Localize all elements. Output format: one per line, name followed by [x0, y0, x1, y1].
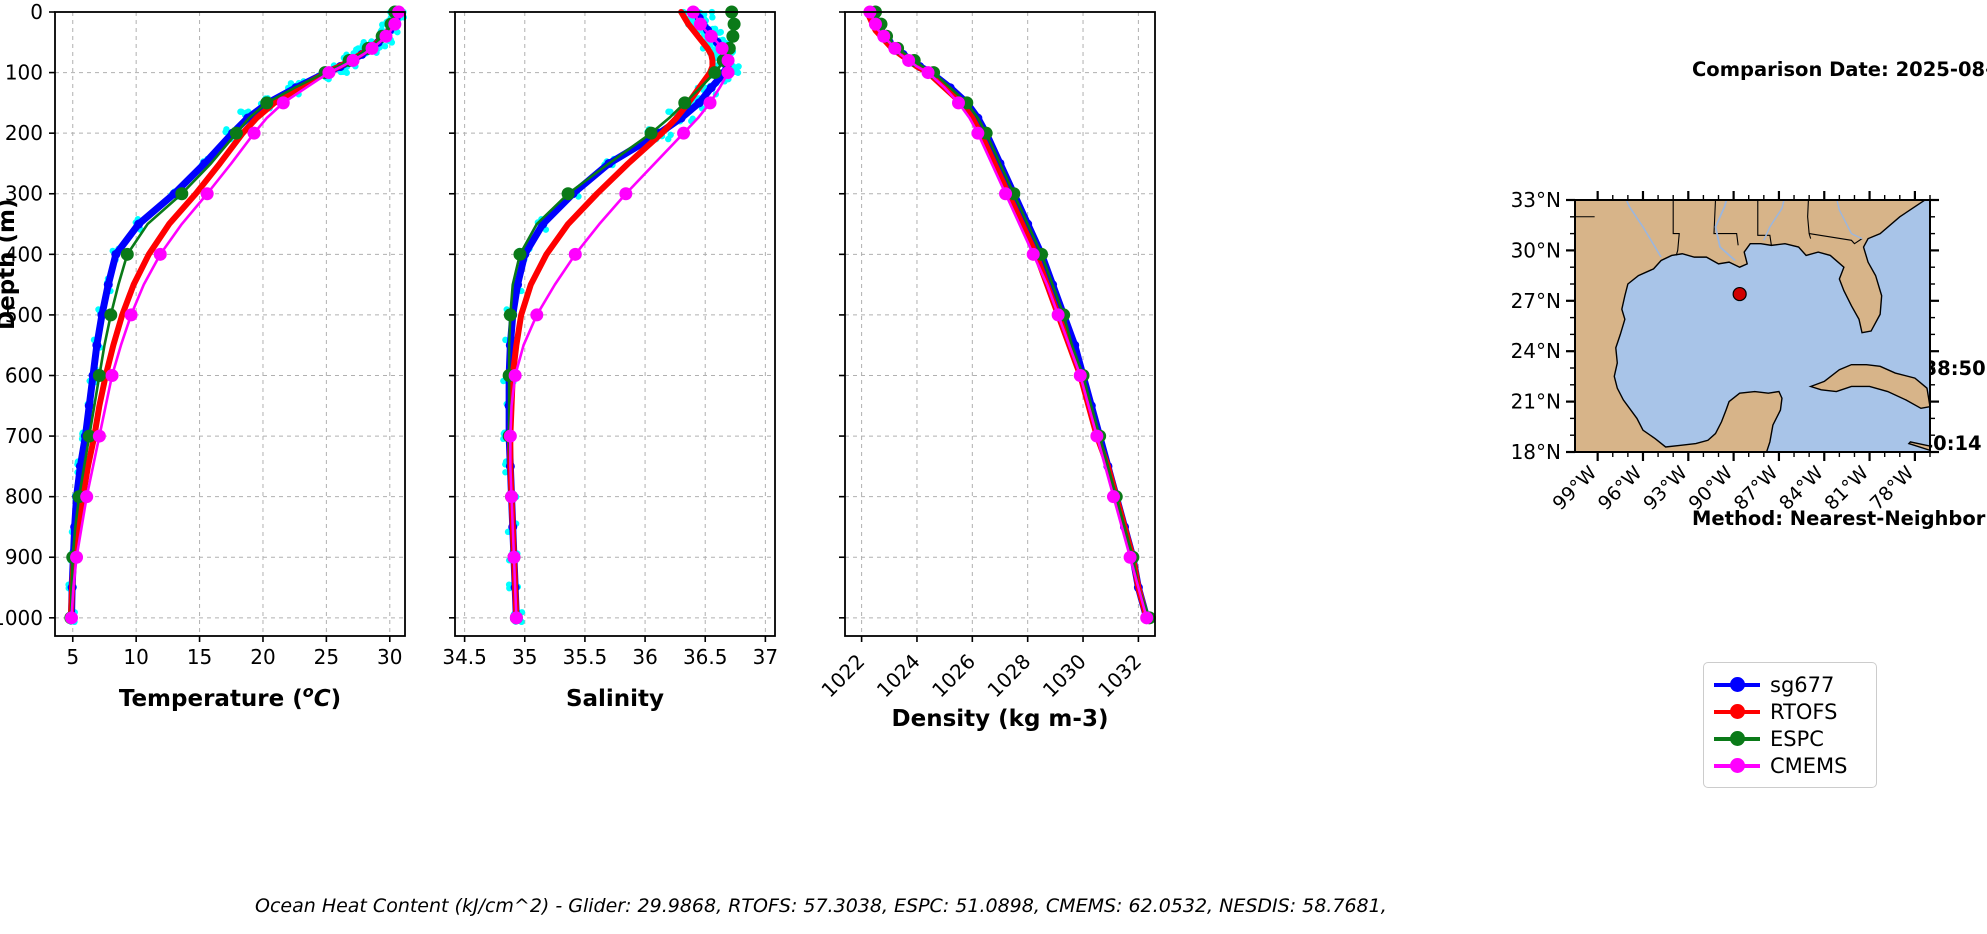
svg-text:1028: 1028: [982, 649, 1035, 702]
svg-text:25: 25: [314, 645, 339, 669]
density-panel: 1022 1024 1026 1028 1030 1032 Density (kg m-3): [790, 0, 1210, 880]
svg-text:1032: 1032: [1093, 649, 1146, 702]
svg-text:34.5: 34.5: [442, 645, 487, 669]
svg-text:35.5: 35.5: [563, 645, 608, 669]
method-line: Method: Nearest-Neighbor: [1692, 507, 1986, 531]
legend-swatch-sg677: [1714, 676, 1760, 692]
legend-item[interactable]: RTOFS: [1714, 698, 1866, 725]
svg-text:18°N: 18°N: [1511, 440, 1561, 464]
svg-text:400: 400: [5, 242, 43, 266]
svg-text:10: 10: [123, 645, 148, 669]
svg-text:78°W: 78°W: [1866, 462, 1919, 515]
svg-text:99°W: 99°W: [1549, 462, 1602, 515]
legend-label: ESPC: [1770, 726, 1824, 751]
temperature-panel: Depth (m) 5 10 15 20 25 30 0 100 200 300 400 500 600…: [0, 0, 460, 860]
svg-text:700: 700: [5, 424, 43, 448]
comparison-date-line: Comparison Date: 2025-08-05: [1692, 57, 1987, 81]
svg-text:93°W: 93°W: [1639, 462, 1692, 515]
legend: sg677 RTOFS ESPC CMEMS: [1703, 662, 1877, 788]
legend-label: RTOFS: [1770, 699, 1838, 724]
svg-text:21°N: 21°N: [1511, 390, 1561, 414]
depth-axis-label: Depth (m): [0, 198, 20, 330]
density-chart: 1022 1024 1026 1028 1030 1032 Density (kg m-3): [816, 5, 1156, 732]
svg-text:500: 500: [5, 303, 43, 327]
location-map: 33°N 30°N 27°N 24°N 21°N 18°N99°W96°W93°W90°W…: [1511, 188, 1939, 515]
svg-text:1026: 1026: [927, 649, 980, 702]
legend-item[interactable]: CMEMS: [1714, 752, 1866, 779]
svg-text:30°N: 30°N: [1511, 238, 1561, 262]
ocean-heat-content-footer: Ocean Heat Content (kJ/cm^2) - Glider: 2…: [0, 895, 1987, 917]
svg-text:Density (kg m-3): Density (kg m-3): [892, 706, 1109, 732]
legend-swatch-rtofs: [1714, 703, 1760, 719]
svg-text:1000: 1000: [0, 606, 43, 630]
svg-text:24°N: 24°N: [1511, 339, 1561, 363]
info-spacer: [1692, 133, 1987, 158]
svg-text:600: 600: [5, 363, 43, 387]
legend-swatch-espc: [1714, 730, 1760, 746]
map-panel: 33°N 30°N 27°N 24°N 21°N 18°N 99°W 96°W 93°W 90°W…: [1480, 180, 1987, 640]
svg-text:800: 800: [5, 485, 43, 509]
legend-label: CMEMS: [1770, 753, 1848, 778]
svg-text:1024: 1024: [872, 649, 925, 702]
svg-text:900: 900: [5, 545, 43, 569]
svg-text:5: 5: [66, 645, 79, 669]
svg-text:35: 35: [512, 645, 537, 669]
svg-text:33°N: 33°N: [1511, 188, 1561, 212]
svg-text:0: 0: [30, 0, 43, 24]
svg-text:37: 37: [753, 645, 778, 669]
svg-text:Temperature (oC): Temperature (oC): [119, 682, 341, 713]
svg-text:84°W: 84°W: [1775, 462, 1828, 515]
legend-label: sg677: [1770, 672, 1835, 697]
svg-text:30: 30: [377, 645, 402, 669]
svg-text:20: 20: [250, 645, 275, 669]
svg-text:100: 100: [5, 61, 43, 85]
salinity-panel: 34.5 35 35.5 36 36.5 37 Salinity: [400, 0, 820, 860]
svg-text:36.5: 36.5: [683, 645, 728, 669]
svg-text:36: 36: [632, 645, 657, 669]
svg-text:Salinity: Salinity: [566, 686, 664, 712]
legend-item[interactable]: sg677: [1714, 671, 1866, 698]
svg-text:87°W: 87°W: [1730, 462, 1783, 515]
svg-text:1022: 1022: [816, 649, 869, 702]
svg-text:1030: 1030: [1038, 649, 1091, 702]
svg-text:90°W: 90°W: [1684, 462, 1737, 515]
svg-text:81°W: 81°W: [1820, 462, 1873, 515]
svg-text:200: 200: [5, 121, 43, 145]
salinity-chart: 34.5 35 35.5 36 36.5 37 Salinity: [442, 5, 778, 712]
legend-item[interactable]: ESPC: [1714, 725, 1866, 752]
svg-text:96°W: 96°W: [1594, 462, 1647, 515]
svg-text:300: 300: [5, 182, 43, 206]
svg-text:27°N: 27°N: [1511, 289, 1561, 313]
temperature-chart: 5101520253001002003004005006007008009001…: [0, 0, 407, 713]
legend-swatch-cmems: [1714, 757, 1760, 773]
svg-text:15: 15: [187, 645, 212, 669]
ohc-text: Ocean Heat Content (kJ/cm^2) - Glider: 2…: [255, 895, 1387, 917]
